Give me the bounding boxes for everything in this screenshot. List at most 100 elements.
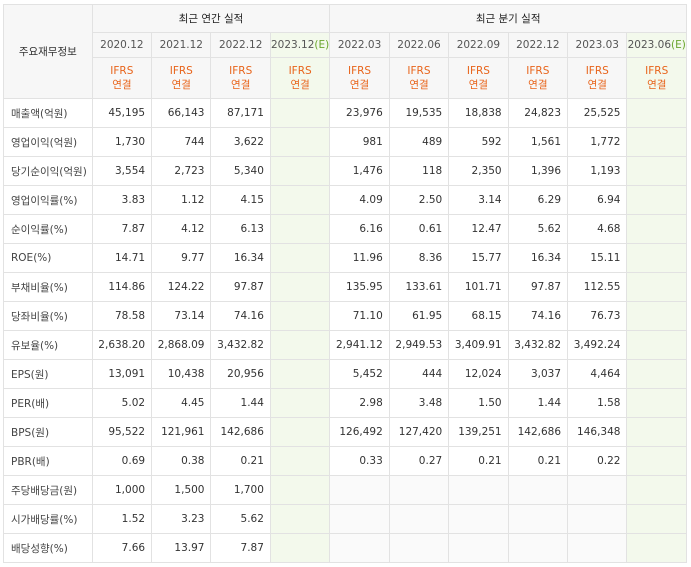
value-cell: 97.87 bbox=[210, 272, 271, 302]
standard-header: IFRS 연결 bbox=[210, 57, 271, 99]
scope: 연결 bbox=[647, 79, 667, 91]
value-cell: 112.55 bbox=[567, 272, 628, 302]
value-cell: 6.29 bbox=[507, 185, 569, 215]
value-cell: 2,868.09 bbox=[151, 330, 212, 360]
standard: IFRS bbox=[466, 65, 490, 77]
value-cell bbox=[626, 156, 687, 186]
standard-header: IFRS 연결 bbox=[388, 57, 450, 99]
period-header: 2022.12 bbox=[210, 32, 271, 58]
standard-header: IFRS 연결 bbox=[626, 57, 687, 99]
scope: 연결 bbox=[231, 79, 251, 91]
row-header: 주요재무정보 bbox=[3, 4, 93, 99]
value-cell: 444 bbox=[388, 359, 450, 389]
value-cell bbox=[626, 98, 687, 128]
value-cell: 9.77 bbox=[151, 243, 212, 273]
row-label: 매출액(억원) bbox=[3, 98, 93, 128]
data-row: 유보율(%) 2,638.20 2,868.09 3,432.82 2,941.12 2,… bbox=[3, 330, 687, 360]
value-cell: 0.22 bbox=[567, 446, 628, 476]
value-cell: 4.15 bbox=[210, 185, 271, 215]
value-cell bbox=[269, 417, 331, 447]
data-row: 매출액(억원) 45,195 66,143 87,171 23,976 19,535 18,… bbox=[3, 98, 687, 128]
standard: IFRS bbox=[169, 65, 193, 77]
value-cell: 8.36 bbox=[388, 243, 450, 273]
value-cell: 3,622 bbox=[210, 127, 271, 157]
value-cell: 25,525 bbox=[567, 98, 628, 128]
standard-header: IFRS 연결 bbox=[329, 57, 390, 99]
period-header: 2023.12(E) bbox=[269, 32, 331, 58]
value-cell bbox=[626, 417, 687, 447]
value-cell: 1,193 bbox=[567, 156, 628, 186]
period: 2022.06 bbox=[397, 39, 441, 51]
period: 2020.12 bbox=[100, 39, 144, 51]
standard: IFRS bbox=[645, 65, 669, 77]
period-header: 2022.09 bbox=[448, 32, 509, 58]
value-cell bbox=[269, 214, 331, 244]
value-cell bbox=[626, 272, 687, 302]
value-cell: 68.15 bbox=[448, 301, 509, 331]
value-cell: 101.71 bbox=[448, 272, 509, 302]
period: 2023.12 bbox=[271, 39, 315, 51]
value-cell: 19,535 bbox=[388, 98, 450, 128]
value-cell: 142,686 bbox=[507, 417, 569, 447]
period: 2021.12 bbox=[159, 39, 203, 51]
value-cell bbox=[448, 533, 509, 563]
data-row: 순이익률(%) 7.87 4.12 6.13 6.16 0.61 12.47 5.62 4.68 bbox=[3, 214, 687, 244]
period: 2022.09 bbox=[456, 39, 501, 51]
row-label: PER(배) bbox=[3, 388, 93, 418]
value-cell: 87,171 bbox=[210, 98, 271, 128]
value-cell: 6.94 bbox=[567, 185, 628, 215]
value-cell bbox=[329, 504, 390, 534]
value-cell: 6.13 bbox=[210, 214, 271, 244]
scope: 연결 bbox=[349, 79, 370, 91]
value-cell: 74.16 bbox=[507, 301, 569, 331]
data-row: 주당배당금(원) 1,000 1,500 1,700 bbox=[3, 475, 687, 505]
value-cell bbox=[626, 127, 687, 157]
row-label: PBR(배) bbox=[3, 446, 93, 476]
value-cell bbox=[269, 446, 331, 476]
value-cell bbox=[626, 214, 687, 244]
period: 2022.03 bbox=[337, 39, 382, 51]
value-cell: 5.02 bbox=[91, 388, 153, 418]
scope: 연결 bbox=[528, 79, 548, 91]
row-label: 영업이익률(%) bbox=[3, 185, 93, 215]
value-cell: 133.61 bbox=[388, 272, 450, 302]
row-label: 배당성향(%) bbox=[3, 533, 93, 563]
value-cell: 127,420 bbox=[388, 417, 450, 447]
value-cell bbox=[269, 475, 331, 505]
scope: 연결 bbox=[290, 79, 310, 91]
page: 주요재무정보 최근 연간 실적 최근 분기 실적 2020.12 2021.12 202… bbox=[0, 4, 691, 567]
data-row: PBR(배) 0.69 0.38 0.21 0.33 0.27 0.21 0.21 0.22 bbox=[3, 446, 687, 476]
value-cell: 121,961 bbox=[151, 417, 212, 447]
value-cell: 0.33 bbox=[329, 446, 390, 476]
data-row: EPS(원) 13,091 10,438 20,956 5,452 444 12,024 3,… bbox=[3, 359, 687, 389]
standard: IFRS bbox=[288, 65, 312, 77]
value-cell: 4.12 bbox=[151, 214, 212, 244]
row-label: ROE(%) bbox=[3, 243, 93, 273]
value-cell: 15.11 bbox=[567, 243, 628, 273]
data-row: 당좌비율(%) 78.58 73.14 74.16 71.10 61.95 68.15 74.… bbox=[3, 301, 687, 331]
value-cell bbox=[448, 475, 509, 505]
value-cell: 1,561 bbox=[507, 127, 569, 157]
value-cell bbox=[507, 475, 569, 505]
data-row: PER(배) 5.02 4.45 1.44 2.98 3.48 1.50 1.44 1.58 bbox=[3, 388, 687, 418]
value-cell: 78.58 bbox=[91, 301, 153, 331]
value-cell: 0.61 bbox=[388, 214, 450, 244]
group-title: 최근 연간 실적 bbox=[91, 4, 331, 33]
row-label: EPS(원) bbox=[3, 359, 93, 389]
value-cell: 5,340 bbox=[210, 156, 271, 186]
row-label: 당기순이익(억원) bbox=[3, 156, 93, 186]
value-cell bbox=[567, 533, 628, 563]
row-label: 당좌비율(%) bbox=[3, 301, 93, 331]
row-label: 영업이익(억원) bbox=[3, 127, 93, 157]
value-cell: 489 bbox=[388, 127, 450, 157]
value-cell bbox=[269, 127, 331, 157]
estimate-mark: (E) bbox=[671, 39, 686, 51]
value-cell: 3,554 bbox=[91, 156, 153, 186]
value-cell: 1,396 bbox=[507, 156, 569, 186]
standard-header: IFRS 연결 bbox=[567, 57, 628, 99]
standard-header: IFRS 연결 bbox=[507, 57, 569, 99]
value-cell: 1.50 bbox=[448, 388, 509, 418]
value-cell: 1,476 bbox=[329, 156, 390, 186]
value-cell bbox=[507, 533, 569, 563]
value-cell: 981 bbox=[329, 127, 390, 157]
